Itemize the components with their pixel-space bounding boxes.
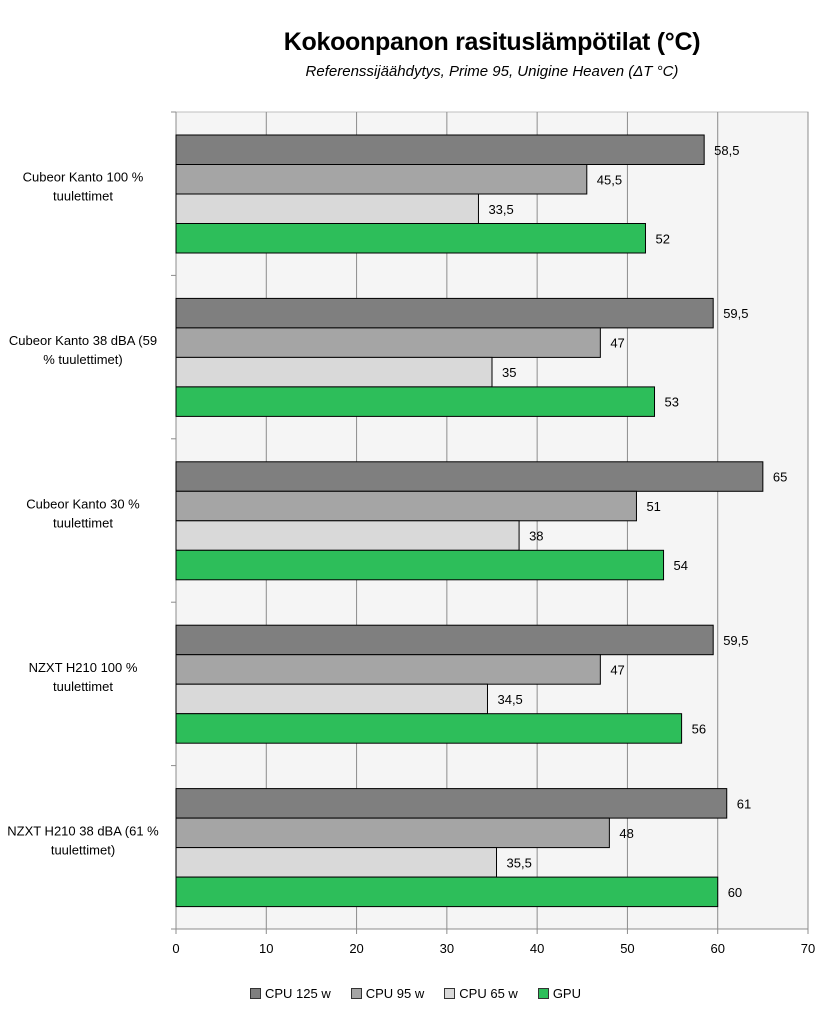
data-label: 56 (692, 721, 706, 736)
bar (175, 847, 498, 878)
legend-swatch (350, 988, 362, 999)
legend-item: GPU (537, 986, 581, 1001)
legend-swatch (250, 988, 261, 999)
x-tick-label: 50 (620, 941, 634, 956)
bar (175, 461, 764, 492)
legend-swatch (537, 988, 549, 999)
x-tick-label: 20 (349, 941, 363, 956)
legend-label: GPU (552, 986, 581, 1001)
data-label: 47 (610, 662, 624, 677)
x-tick-label: 60 (710, 941, 724, 956)
legend-item: CPU 95 w (350, 986, 425, 1001)
bar (175, 549, 665, 581)
legend-label: CPU 125 w (265, 986, 331, 1001)
y-category-label: Cubeor Kanto 100 % tuulettimet (23, 170, 144, 204)
data-label: 65 (773, 470, 787, 485)
legend-swatch (444, 988, 456, 999)
y-category-label: NZXT H210 38 dBA (61 % tuulettimet) (7, 823, 159, 857)
y-category-label: NZXT H210 100 % tuulettimet (29, 660, 138, 694)
bar (175, 327, 601, 358)
bar (175, 386, 656, 417)
bar (175, 164, 588, 195)
data-label: 60 (728, 885, 742, 900)
x-tick-label: 0 (172, 941, 179, 956)
bar (175, 817, 610, 849)
bar (175, 654, 601, 685)
data-label: 48 (619, 826, 633, 841)
bar (175, 356, 493, 388)
bar (175, 713, 683, 744)
bar (175, 683, 488, 715)
y-category-label: Cubeor Kanto 30 % tuulettimet (26, 497, 140, 531)
data-label: 45,5 (597, 172, 622, 187)
legend-label: CPU 65 w (459, 986, 518, 1001)
data-label: 51 (646, 499, 660, 514)
data-label: 38 (529, 529, 543, 544)
chart-title: Kokoonpanon rasituslämpötilat (°C) (283, 28, 701, 56)
data-label: 35,5 (507, 855, 532, 870)
data-label: 34,5 (497, 692, 522, 707)
data-label: 54 (674, 558, 688, 573)
bar (175, 788, 728, 819)
data-label: 58,5 (714, 143, 739, 158)
data-label: 61 (737, 796, 751, 811)
legend-item: CPU 65 w (444, 986, 518, 1001)
x-tick-label: 40 (530, 941, 544, 956)
data-label: 35 (502, 365, 516, 380)
data-label: 47 (610, 336, 624, 351)
bar (175, 297, 714, 329)
chart-legend: CPU 125 w CPU 95 w CPU 65 w GPU (0, 986, 831, 1001)
bar (175, 134, 705, 165)
chart-subtitle: Referenssijäähdytys, Prime 95, Unigine H… (305, 63, 679, 80)
legend-label: CPU 95 w (365, 986, 425, 1001)
x-tick-label: 30 (440, 941, 454, 956)
bar (175, 490, 637, 522)
data-label: 52 (655, 231, 669, 246)
bar (175, 876, 719, 908)
bar (175, 520, 520, 551)
data-label: 59,5 (723, 306, 748, 321)
x-tick-label: 10 (259, 941, 273, 956)
x-tick-label: 70 (801, 941, 815, 956)
data-label: 59,5 (723, 633, 748, 648)
data-label: 33,5 (488, 202, 513, 217)
legend-item: CPU 125 w (250, 986, 331, 1001)
bar (175, 624, 714, 656)
bar (175, 193, 479, 224)
y-category-label: Cubeor Kanto 38 dBA (59% tuulettimet) (9, 333, 157, 367)
data-label: 53 (665, 395, 679, 410)
bar (175, 223, 646, 254)
